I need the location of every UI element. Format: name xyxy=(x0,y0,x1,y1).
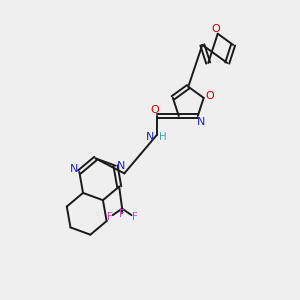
Text: N: N xyxy=(117,161,126,171)
Text: F: F xyxy=(107,212,113,222)
Text: O: O xyxy=(151,104,160,115)
Text: N: N xyxy=(70,164,78,173)
Text: F: F xyxy=(119,209,125,219)
Text: H: H xyxy=(159,132,167,142)
Text: O: O xyxy=(206,92,214,101)
Text: N: N xyxy=(196,117,205,127)
Text: N: N xyxy=(146,132,154,142)
Text: F: F xyxy=(132,212,137,222)
Text: O: O xyxy=(212,24,220,34)
